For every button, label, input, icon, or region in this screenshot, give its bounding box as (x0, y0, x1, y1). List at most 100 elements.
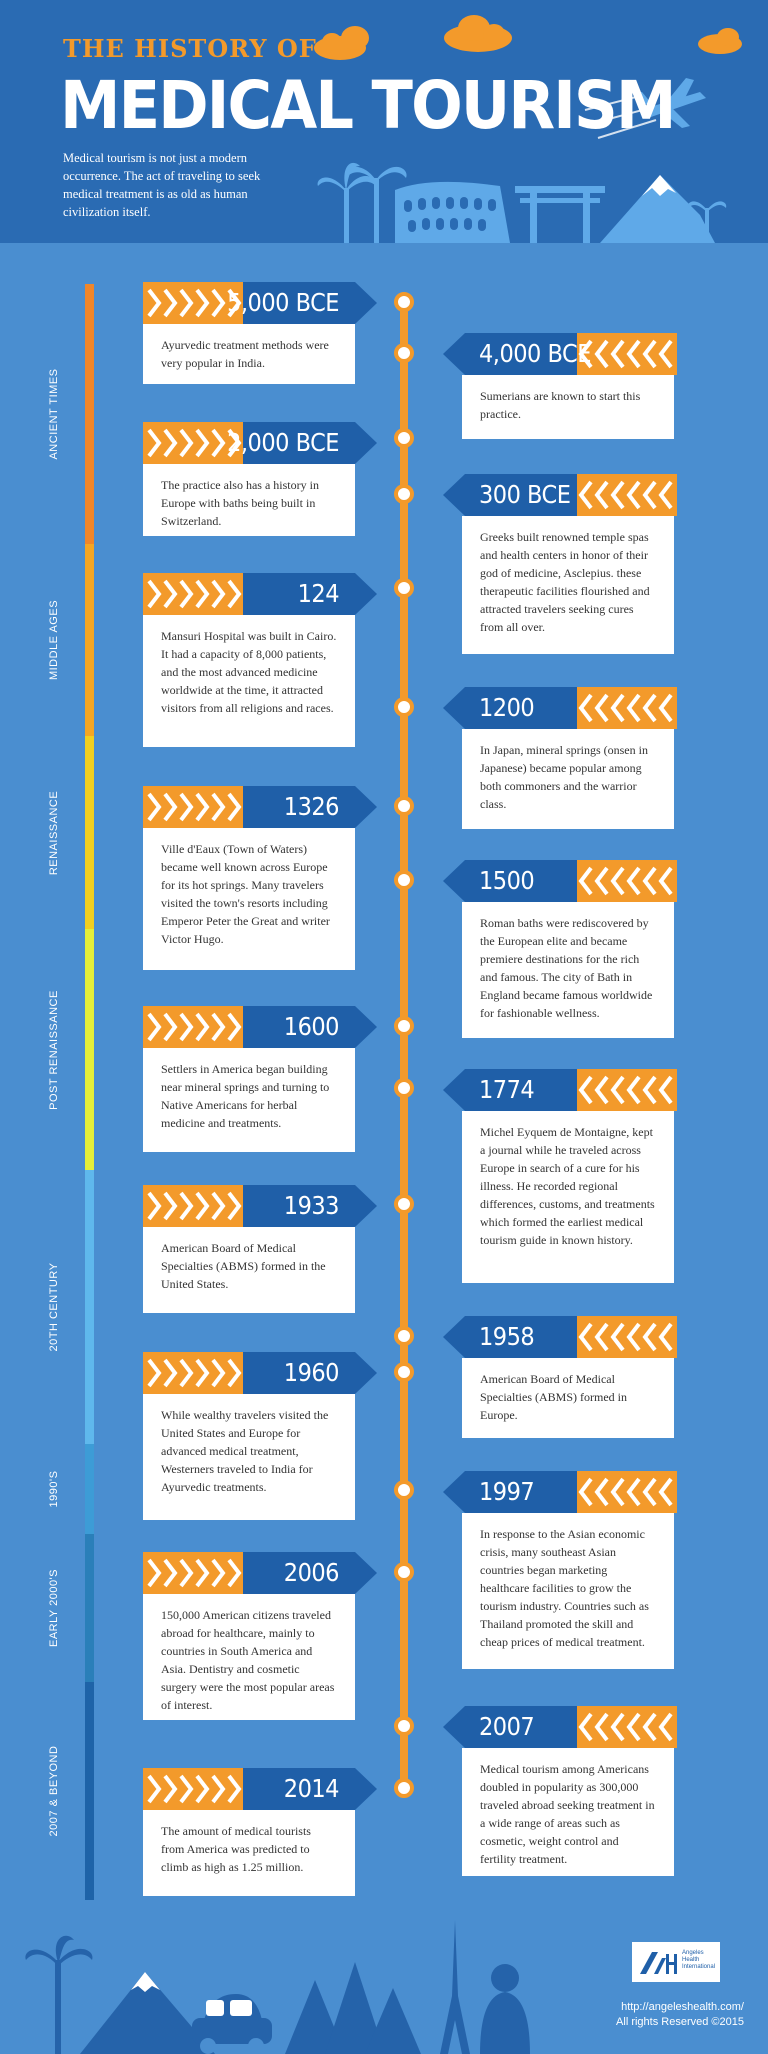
banner-arrow (143, 1185, 377, 1227)
era-bar-segment (85, 736, 94, 929)
timeline-dot (394, 1362, 414, 1382)
event-description: American Board of Medical Specialties (A… (161, 1241, 326, 1291)
footer (0, 1900, 768, 2054)
era-label: 20TH CENTURY (48, 1262, 60, 1352)
event-banner: 1774 (443, 1069, 677, 1111)
event-banner: 1600 (143, 1006, 377, 1048)
event-card: Ville d'Eaux (Town of Waters) became wel… (143, 828, 355, 970)
era-bar-segment (85, 1682, 94, 1900)
era-label: EARLY 2000'S (48, 1568, 60, 1648)
event-card: Ayurvedic treatment methods were very po… (143, 324, 355, 384)
event-banner: 1326 (143, 786, 377, 828)
timeline-dot (394, 1326, 414, 1346)
event-description: American Board of Medical Specialties (A… (480, 1372, 627, 1422)
event-description: Ayurvedic treatment methods were very po… (161, 338, 329, 370)
banner-arrow (143, 786, 377, 828)
event-card: In response to the Asian economic crisis… (462, 1513, 674, 1669)
timeline-dot (394, 1562, 414, 1582)
event-banner: 1500 (443, 860, 677, 902)
event-banner: 1997 (443, 1471, 677, 1513)
event-description: While wealthy travelers visited the Unit… (161, 1408, 329, 1494)
era-label: 2007 & BEYOND (48, 1745, 60, 1837)
timeline-spine (400, 297, 408, 1787)
footer-illustration (25, 1920, 530, 2054)
banner-arrow (443, 1706, 677, 1748)
footer-rights: All rights Reserved ©2015 (616, 2016, 744, 2028)
header-illustration (314, 15, 742, 243)
banner-arrow (443, 474, 677, 516)
title-small: THE HISTORY OF (63, 34, 317, 63)
event-year: 1326 (283, 792, 340, 821)
event-card: 150,000 American citizens traveled abroa… (143, 1594, 355, 1720)
banner-arrow (443, 687, 677, 729)
event-card: Settlers in America began building near … (143, 1048, 355, 1152)
banner-arrow (143, 422, 377, 464)
event-description: Michel Eyquem de Montaigne, kept a journ… (480, 1125, 655, 1247)
page-title: MEDICAL TOURISM (60, 67, 676, 144)
banner-arrow (443, 1471, 677, 1513)
footer-credits: http://angeleshealth.com/ All rights Res… (604, 2000, 744, 2030)
event-description: In Japan, mineral springs (onsen in Japa… (480, 743, 648, 811)
event-banner: 1960 (143, 1352, 377, 1394)
event-description: 150,000 American citizens traveled abroa… (161, 1608, 335, 1712)
event-year: 1600 (283, 1012, 340, 1041)
timeline-dot (394, 796, 414, 816)
era-label: POST RENAISSANCE (48, 989, 60, 1110)
event-description: Roman baths were rediscovered by the Eur… (480, 916, 653, 1020)
footer-url[interactable]: http://angeleshealth.com/ (621, 2001, 744, 2013)
event-description: Mansuri Hospital was built in Cairo. It … (161, 629, 337, 715)
timeline-dot (394, 292, 414, 312)
logo-mark (640, 1952, 677, 1974)
event-description: The amount of medical tourists from Amer… (161, 1824, 311, 1874)
event-banner: 2014 (143, 1768, 377, 1810)
event-banner: 5,000 BCE (143, 282, 377, 324)
event-card: While wealthy travelers visited the Unit… (143, 1394, 355, 1520)
event-year: 2006 (283, 1558, 340, 1587)
event-banner: 124 (143, 573, 377, 615)
era-bar-segment (85, 1444, 94, 1534)
event-year: 124 (297, 579, 340, 608)
banner-arrow (143, 1552, 377, 1594)
event-card: American Board of Medical Specialties (A… (143, 1227, 355, 1313)
event-card: The amount of medical tourists from Amer… (143, 1810, 355, 1896)
era-label: RENAISSANCE (48, 790, 60, 875)
logo-text: Angeles Health International (682, 1950, 716, 1970)
event-card: Medical tourism among Americans doubled … (462, 1748, 674, 1876)
event-card: American Board of Medical Specialties (A… (462, 1358, 674, 1438)
timeline-dot (394, 1078, 414, 1098)
event-year: 5,000 BCE (227, 288, 339, 317)
event-year: 300 BCE (479, 480, 571, 509)
timeline-dot (394, 1716, 414, 1736)
era-label: ANCIENT TIMES (48, 368, 60, 460)
event-year: 1997 (479, 1477, 535, 1506)
event-description: The practice also has a history in Europ… (161, 478, 319, 528)
timeline-dot (394, 870, 414, 890)
timeline-dot (394, 578, 414, 598)
timeline-dot (394, 484, 414, 504)
event-banner: 2006 (143, 1552, 377, 1594)
event-banner: 2,000 BCE (143, 422, 377, 464)
event-year: 2007 (479, 1712, 535, 1741)
event-year: 4,000 BCE (479, 339, 591, 368)
event-description: Sumerians are known to start this practi… (480, 389, 641, 421)
intro-text: Medical tourism is not just a modern occ… (63, 151, 261, 219)
banner-arrow (143, 573, 377, 615)
timeline-dot (394, 1016, 414, 1036)
event-year: 1933 (283, 1191, 340, 1220)
timeline-dot (394, 343, 414, 363)
event-card: Mansuri Hospital was built in Cairo. It … (143, 615, 355, 747)
timeline-dot (394, 428, 414, 448)
timeline-dot (394, 1480, 414, 1500)
event-year: 2014 (283, 1774, 340, 1803)
era-bar-segment (85, 1534, 94, 1682)
timeline-dot (394, 697, 414, 717)
banner-arrow (143, 1006, 377, 1048)
event-card: Greeks built renowned temple spas and he… (462, 516, 674, 654)
banner-arrow (443, 333, 677, 375)
event-card: Roman baths were rediscovered by the Eur… (462, 902, 674, 1038)
event-year: 1774 (479, 1075, 535, 1104)
event-year: 1200 (479, 693, 535, 722)
banner-arrow (443, 1316, 677, 1358)
angeles-health-logo[interactable]: Angeles Health International (632, 1942, 720, 1982)
event-year: 1960 (283, 1358, 340, 1387)
